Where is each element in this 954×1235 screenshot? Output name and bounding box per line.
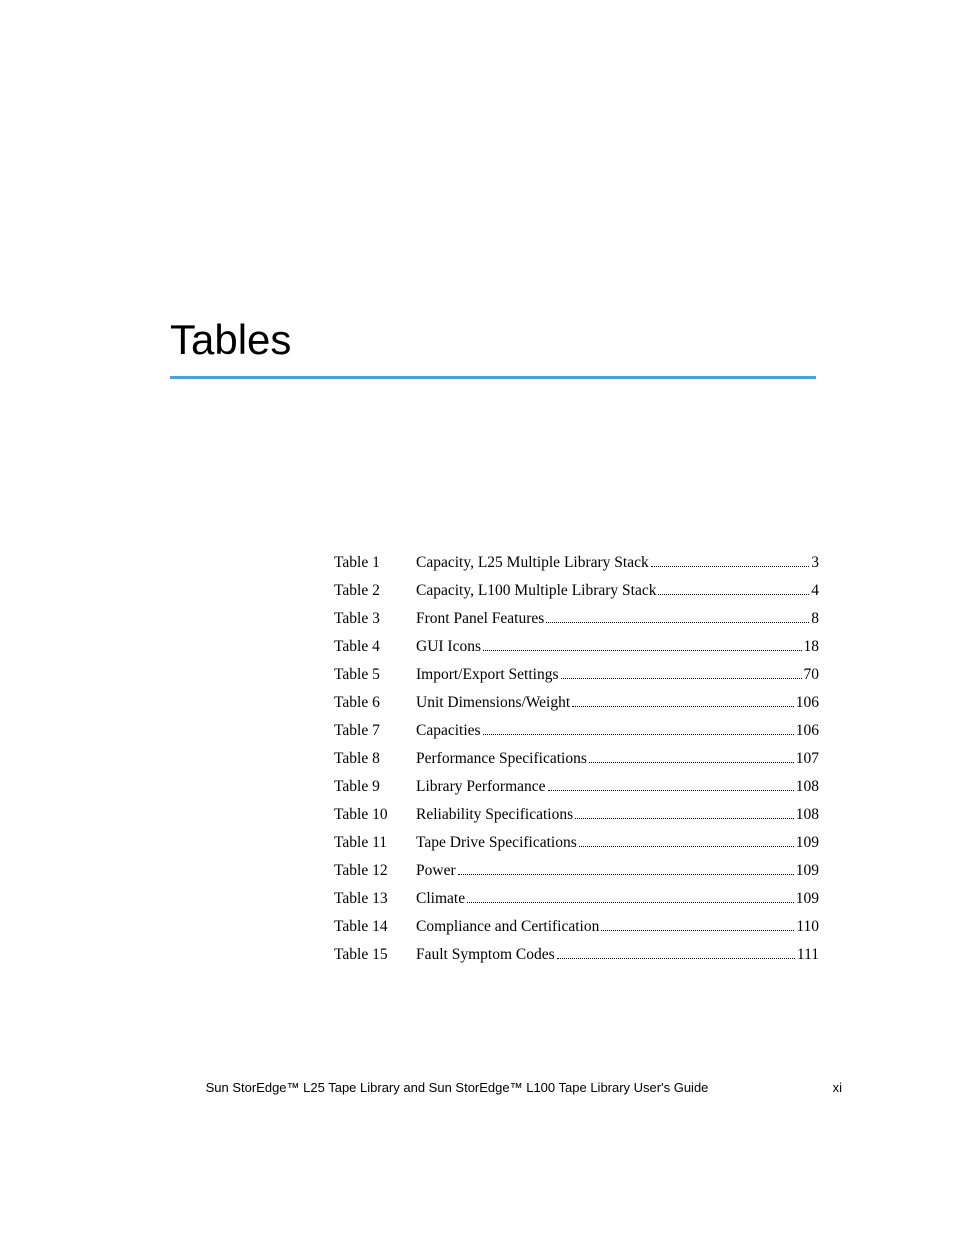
document-page: Tables Table 1Capacity, L25 Multiple Lib… — [0, 0, 954, 1235]
toc-entry-title: Capacity, L25 Multiple Library Stack — [416, 554, 649, 572]
toc-entry-page: 3 — [811, 554, 819, 572]
toc-entry-page: 109 — [796, 890, 819, 908]
toc-entry: Table 3Front Panel Features 8 — [334, 610, 819, 628]
toc-entry: Table 5Import/Export Settings 70 — [334, 666, 819, 684]
toc-entry-page: 108 — [796, 778, 819, 796]
toc-entry-label: Table 7 — [334, 722, 416, 740]
toc-entry-page: 110 — [796, 918, 819, 936]
toc-entry: Table 10Reliability Specifications 108 — [334, 806, 819, 824]
toc-entry-title: Front Panel Features — [416, 610, 544, 628]
toc-entry-label: Table 6 — [334, 694, 416, 712]
toc-entry: Table 11Tape Drive Specifications 109 — [334, 834, 819, 852]
toc-leader-dots — [575, 818, 794, 819]
toc-entry-label: Table 14 — [334, 918, 416, 936]
toc-entry-page: 18 — [804, 638, 820, 656]
toc-entry-title: Import/Export Settings — [416, 666, 559, 684]
toc-entry-title: Unit Dimensions/Weight — [416, 694, 570, 712]
toc-entry-page: 109 — [796, 862, 819, 880]
toc-leader-dots — [483, 734, 794, 735]
toc-entry: Table 12Power 109 — [334, 862, 819, 880]
toc-entry-label: Table 12 — [334, 862, 416, 880]
toc-entry-title: Performance Specifications — [416, 750, 587, 768]
toc-entry-title: Reliability Specifications — [416, 806, 573, 824]
toc-entry: Table 4GUI Icons 18 — [334, 638, 819, 656]
toc-entry-page: 70 — [804, 666, 820, 684]
toc-entry-title: Power — [416, 862, 456, 880]
toc-entry-label: Table 11 — [334, 834, 416, 852]
toc-entry: Table 8Performance Specifications 107 — [334, 750, 819, 768]
toc-entry: Table 7Capacities 106 — [334, 722, 819, 740]
toc-entry-page: 106 — [796, 722, 819, 740]
toc-entry-page: 106 — [796, 694, 819, 712]
toc-leader-dots — [561, 678, 802, 679]
toc-entry-label: Table 9 — [334, 778, 416, 796]
footer-pagenum: xi — [833, 1080, 842, 1095]
toc-leader-dots — [579, 846, 794, 847]
toc-entry: Table 15Fault Symptom Codes 111 — [334, 946, 819, 964]
toc-leader-dots — [483, 650, 802, 651]
toc-leader-dots — [601, 930, 794, 931]
toc-entry-label: Table 10 — [334, 806, 416, 824]
toc-entry-label: Table 15 — [334, 946, 416, 964]
toc-entry: Table 14Compliance and Certification 110 — [334, 918, 819, 936]
toc-entry-label: Table 13 — [334, 890, 416, 908]
toc-leader-dots — [589, 762, 794, 763]
toc-entry-label: Table 2 — [334, 582, 416, 600]
toc-entry-title: Library Performance — [416, 778, 546, 796]
toc-entry-title: Capacity, L100 Multiple Library Stack — [416, 582, 656, 600]
toc-entry-page: 111 — [797, 946, 819, 964]
tables-list: Table 1Capacity, L25 Multiple Library St… — [334, 554, 819, 974]
toc-leader-dots — [658, 594, 809, 595]
toc-leader-dots — [546, 622, 809, 623]
footer-title: Sun StorEdge™ L25 Tape Library and Sun S… — [206, 1080, 709, 1095]
toc-entry: Table 9Library Performance 108 — [334, 778, 819, 796]
toc-leader-dots — [651, 566, 810, 567]
toc-entry-label: Table 4 — [334, 638, 416, 656]
page-title: Tables — [170, 316, 291, 364]
toc-entry-label: Table 8 — [334, 750, 416, 768]
toc-entry: Table 1Capacity, L25 Multiple Library St… — [334, 554, 819, 572]
toc-entry-title: Fault Symptom Codes — [416, 946, 555, 964]
toc-entry-page: 4 — [811, 582, 819, 600]
toc-leader-dots — [557, 958, 795, 959]
toc-entry-label: Table 1 — [334, 554, 416, 572]
toc-entry-label: Table 5 — [334, 666, 416, 684]
toc-entry-title: Climate — [416, 890, 465, 908]
toc-entry: Table 6Unit Dimensions/Weight 106 — [334, 694, 819, 712]
toc-entry-page: 107 — [796, 750, 819, 768]
toc-entry-label: Table 3 — [334, 610, 416, 628]
toc-entry-title: Tape Drive Specifications — [416, 834, 577, 852]
toc-entry: Table 2Capacity, L100 Multiple Library S… — [334, 582, 819, 600]
toc-leader-dots — [467, 902, 794, 903]
page-footer: Sun StorEdge™ L25 Tape Library and Sun S… — [0, 1080, 954, 1095]
toc-leader-dots — [572, 706, 794, 707]
toc-entry: Table 13Climate 109 — [334, 890, 819, 908]
toc-entry-title: Capacities — [416, 722, 481, 740]
toc-leader-dots — [548, 790, 794, 791]
toc-entry-page: 108 — [796, 806, 819, 824]
toc-leader-dots — [458, 874, 794, 875]
toc-entry-title: GUI Icons — [416, 638, 481, 656]
title-rule — [170, 376, 816, 379]
toc-entry-title: Compliance and Certification — [416, 918, 599, 936]
toc-entry-page: 109 — [796, 834, 819, 852]
toc-entry-page: 8 — [811, 610, 819, 628]
